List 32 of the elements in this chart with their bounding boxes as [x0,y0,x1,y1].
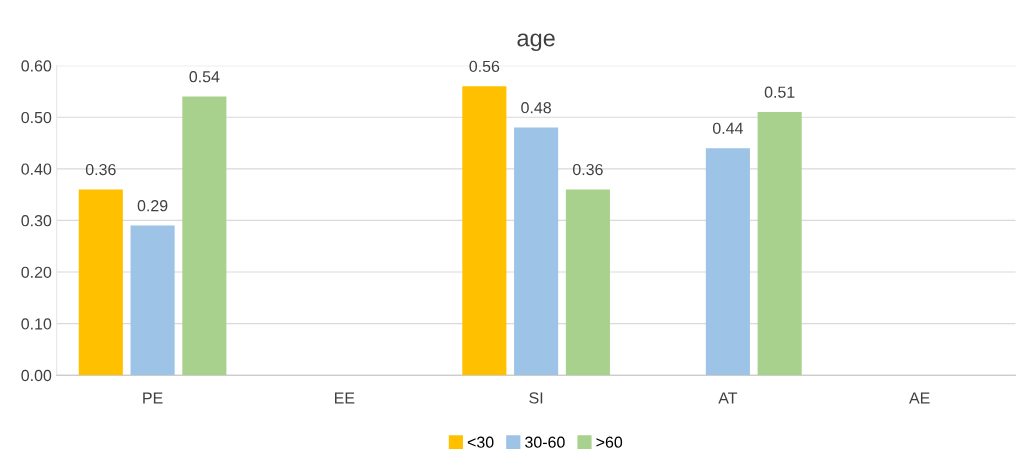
y-tick-label: 0.10 [21,318,52,330]
legend-label: 30-60 [525,436,565,448]
x-tick-label: SI [529,392,543,404]
data-label: 0.36 [572,163,603,176]
y-tick-label: 0.30 [21,215,52,227]
x-tick-label: EE [335,392,355,404]
y-tick-label: 0.50 [21,111,52,124]
legend-label: <30 [467,436,494,448]
bar [514,127,559,376]
data-label: 0.48 [521,101,551,114]
y-tick-label: 0.20 [21,266,52,278]
x-tick-label: AT [718,392,738,404]
bar [565,189,610,376]
bar [462,86,507,376]
x-tick-label: AE [909,392,930,404]
data-label: 0.51 [764,86,795,98]
data-label: 0.29 [137,200,168,212]
bar [705,148,750,376]
legend-label: >60 [596,436,623,448]
data-label: 0.44 [712,122,743,134]
data-label: 0.54 [189,71,220,83]
chart-title: age [517,33,555,52]
y-tick-label: 0.60 [21,60,52,72]
y-tick-label: 0.40 [21,163,52,175]
bar [757,112,802,376]
data-label: 0.56 [469,60,500,73]
y-tick-label: 0.00 [21,369,52,382]
data-label: 0.36 [85,163,116,176]
bar [182,96,227,376]
bar [78,189,123,376]
bar [130,225,175,376]
x-tick-label: PE [143,392,163,404]
